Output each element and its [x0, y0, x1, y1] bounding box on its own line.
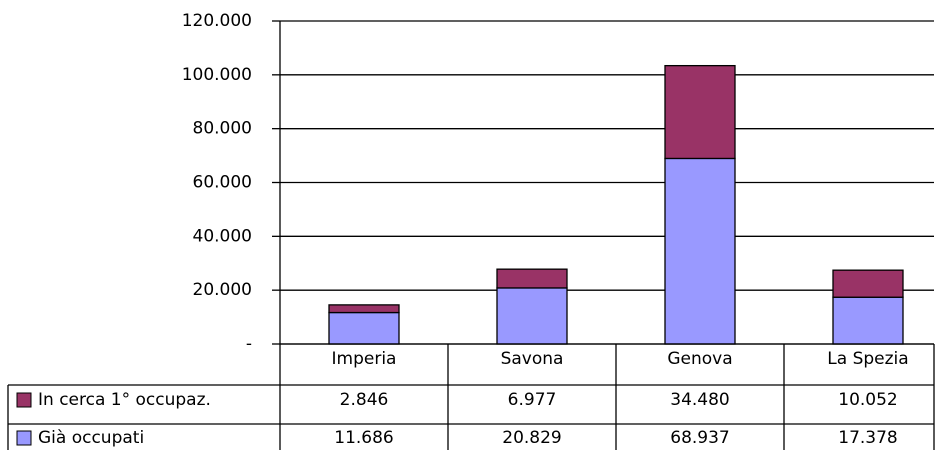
y-tick-label: -: [246, 334, 252, 354]
table-value: 11.686: [334, 428, 393, 448]
bar-segment: [328, 311, 400, 345]
table-value: 34.480: [670, 390, 729, 410]
table-value: 17.378: [838, 428, 897, 448]
bar-segment: [496, 268, 568, 289]
legend-label: In cerca 1° occupaz.: [38, 390, 211, 410]
legend-label: Già occupati: [38, 428, 144, 448]
legend-key: [16, 392, 32, 408]
bar-segment: [832, 269, 904, 298]
x-tick-label: Genova: [667, 349, 732, 369]
legend-key: [16, 430, 32, 446]
bar-segment: [496, 287, 568, 345]
x-tick-label: Savona: [501, 349, 564, 369]
table-value: 2.846: [340, 390, 389, 410]
bar-segment: [664, 64, 736, 160]
table-value: 6.977: [508, 390, 557, 410]
bar-segment: [832, 296, 904, 345]
table-value: 10.052: [838, 390, 897, 410]
y-tick-label: 40.000: [193, 226, 252, 246]
bar-segment: [328, 304, 400, 314]
y-tick-label: 20.000: [193, 280, 252, 300]
y-tick-label: 120.000: [182, 11, 252, 31]
bar-segment: [664, 157, 736, 345]
y-tick-label: 100.000: [182, 65, 252, 85]
y-tick-label: 80.000: [193, 119, 252, 139]
x-tick-label: La Spezia: [827, 349, 908, 369]
table-value: 68.937: [670, 428, 729, 448]
y-tick-label: 60.000: [193, 173, 252, 193]
x-tick-label: Imperia: [332, 349, 397, 369]
table-value: 20.829: [502, 428, 561, 448]
